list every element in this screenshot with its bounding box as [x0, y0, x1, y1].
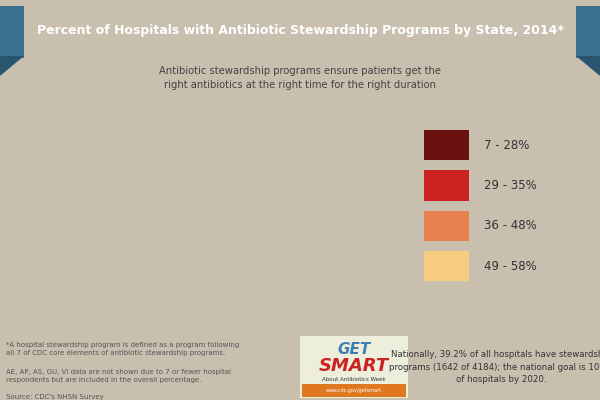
Text: www.cdc.gov/getsmart: www.cdc.gov/getsmart: [326, 388, 382, 393]
Text: GET: GET: [337, 342, 371, 357]
Text: 49 - 58%: 49 - 58%: [484, 260, 536, 273]
Polygon shape: [0, 56, 24, 76]
Text: 36 - 48%: 36 - 48%: [484, 219, 536, 232]
Bar: [424, 170, 469, 201]
Bar: [424, 211, 469, 241]
Text: Antibiotic stewardship programs ensure patients get the
right antibiotics at the: Antibiotic stewardship programs ensure p…: [159, 66, 441, 90]
Text: AE, AP, AS, GU, VI data are not shown due to 7 or fewer hospital
respondents but: AE, AP, AS, GU, VI data are not shown du…: [6, 369, 231, 383]
Text: SMART: SMART: [319, 357, 389, 375]
Bar: [576, 6, 600, 58]
Text: Percent of Hospitals with Antibiotic Stewardship Programs by State, 2014*: Percent of Hospitals with Antibiotic Ste…: [37, 24, 563, 38]
Bar: [424, 251, 469, 281]
Text: *A hospital stewardship program is defined as a program following
all 7 of CDC c: *A hospital stewardship program is defin…: [6, 342, 239, 356]
Text: Source: CDC's NHSN Survey: Source: CDC's NHSN Survey: [6, 394, 104, 400]
Bar: [302, 384, 406, 397]
FancyBboxPatch shape: [297, 334, 411, 400]
Bar: [0, 6, 24, 58]
Text: About Antibiotics Week: About Antibiotics Week: [322, 377, 386, 382]
Text: 7 - 28%: 7 - 28%: [484, 139, 529, 152]
Bar: [424, 130, 469, 160]
Polygon shape: [576, 56, 600, 76]
Text: Nationally, 39.2% of all hospitals have stewardship
programs (1642 of 4184); the: Nationally, 39.2% of all hospitals have …: [389, 350, 600, 384]
Text: 29 - 35%: 29 - 35%: [484, 179, 536, 192]
